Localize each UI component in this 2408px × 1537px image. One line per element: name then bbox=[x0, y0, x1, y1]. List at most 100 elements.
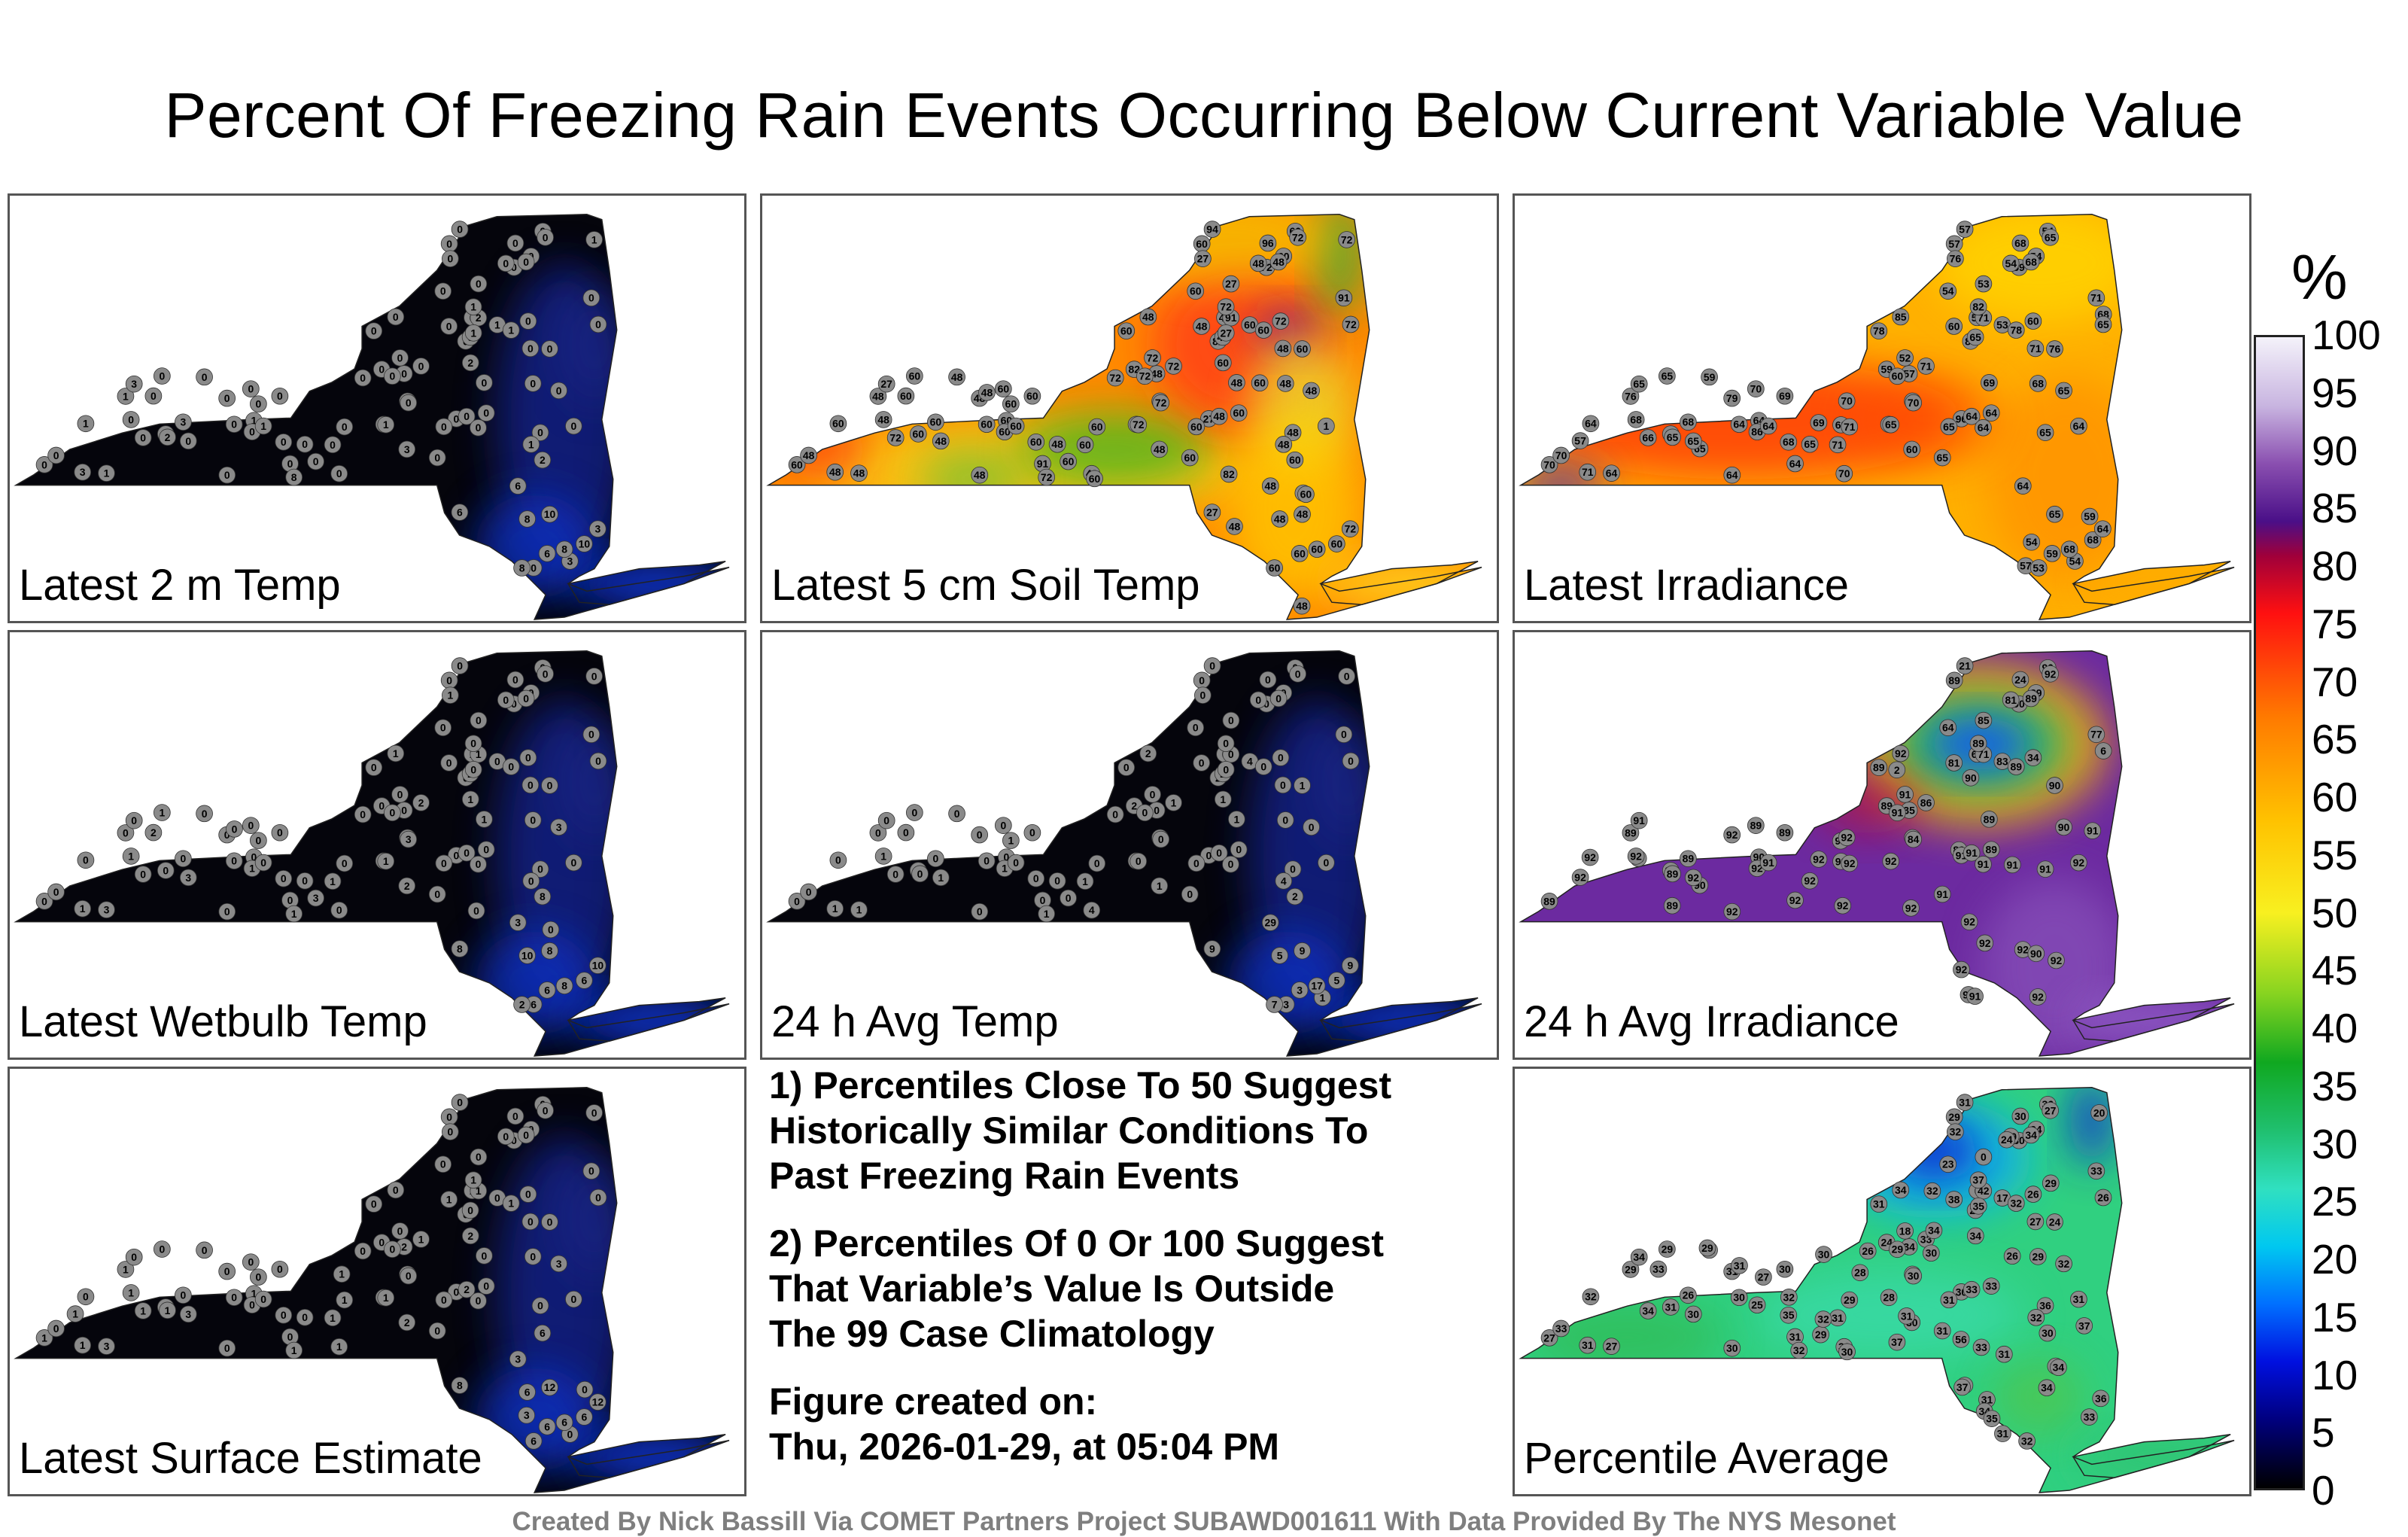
station-marker bbox=[1152, 830, 1170, 848]
station-value: 0 bbox=[1278, 752, 1284, 764]
station-marker bbox=[275, 869, 293, 887]
station-marker bbox=[384, 367, 401, 385]
station-value: 2 bbox=[1145, 747, 1151, 759]
station-value: 0 bbox=[260, 857, 266, 869]
station-value: 64 bbox=[1966, 410, 1978, 422]
station-value: 5 bbox=[1333, 975, 1339, 987]
station-value: 0 bbox=[389, 807, 395, 819]
station-marker bbox=[1294, 340, 1311, 358]
station-value: 0 bbox=[531, 562, 537, 574]
station-marker bbox=[1841, 854, 1859, 872]
station-value: 72 bbox=[889, 431, 901, 443]
station-value: 48 bbox=[853, 467, 865, 479]
station-marker bbox=[1151, 440, 1169, 458]
station-marker bbox=[1269, 253, 1288, 271]
station-value: 2 bbox=[1131, 800, 1137, 812]
station-value: 0 bbox=[511, 1134, 517, 1146]
station-value: 0 bbox=[523, 692, 529, 705]
station-value: 32 bbox=[2058, 1258, 2070, 1270]
station-marker bbox=[513, 559, 531, 577]
station-value: 60 bbox=[1233, 407, 1245, 419]
station-marker bbox=[800, 883, 817, 901]
station-value: 0 bbox=[835, 854, 841, 866]
station-value: 3 bbox=[524, 1409, 530, 1421]
station-marker bbox=[47, 446, 65, 464]
station-value: 0 bbox=[440, 722, 446, 734]
station-marker bbox=[2055, 1255, 2072, 1273]
station-marker bbox=[1838, 829, 1856, 847]
station-value: 10 bbox=[579, 538, 591, 550]
station-value: 36 bbox=[2039, 1300, 2051, 1312]
station-value: 1 bbox=[446, 1193, 452, 1205]
station-value: 3 bbox=[567, 555, 573, 567]
station-value: 8 bbox=[519, 562, 525, 574]
station-value: 1 bbox=[291, 908, 297, 920]
station-marker bbox=[134, 866, 152, 883]
station-marker bbox=[35, 456, 53, 473]
station-value: 59 bbox=[2046, 547, 2058, 559]
station-marker bbox=[451, 657, 469, 674]
station-value: 0 bbox=[503, 1131, 509, 1143]
station-marker bbox=[218, 389, 236, 407]
station-marker bbox=[175, 1286, 192, 1304]
station-value: 0 bbox=[302, 1311, 308, 1323]
station-value: 6 bbox=[457, 507, 463, 519]
station-value: 70 bbox=[1543, 458, 1555, 470]
state-border bbox=[766, 650, 1482, 1057]
station-marker bbox=[2042, 1102, 2059, 1119]
station-value: 60 bbox=[1311, 543, 1323, 555]
station-value: 0 bbox=[483, 407, 489, 419]
station-value: 25 bbox=[1751, 1299, 1763, 1311]
station-value: 0 bbox=[1263, 698, 1269, 710]
station-marker bbox=[1139, 308, 1157, 326]
long-island-border bbox=[567, 560, 726, 605]
station-value: 0 bbox=[512, 1110, 518, 1122]
station-marker bbox=[1294, 777, 1311, 794]
station-value: 92 bbox=[1751, 863, 1763, 875]
station-marker bbox=[1882, 415, 1900, 434]
station-value: 3 bbox=[1297, 984, 1303, 996]
station-value: 1 bbox=[72, 1308, 78, 1320]
station-marker bbox=[476, 1247, 493, 1265]
station-marker bbox=[1230, 841, 1248, 858]
station-marker bbox=[1889, 1240, 1906, 1259]
station-marker bbox=[159, 1301, 176, 1319]
station-value: 0 bbox=[53, 886, 59, 898]
station-value: 69 bbox=[1984, 376, 1996, 388]
station-value: 89 bbox=[1625, 826, 1637, 839]
station-value: 72 bbox=[1292, 231, 1304, 243]
station-value: 48 bbox=[974, 469, 986, 481]
station-marker bbox=[434, 1155, 452, 1173]
station-value: 0 bbox=[984, 855, 990, 867]
station-value: 72 bbox=[1275, 315, 1287, 327]
station-value: 53 bbox=[1978, 278, 1990, 290]
station-marker bbox=[330, 464, 348, 482]
station-value: 0 bbox=[1324, 857, 1330, 869]
station-value: 65 bbox=[2039, 427, 2051, 439]
station-marker bbox=[1552, 446, 1570, 464]
station-marker bbox=[1106, 805, 1124, 823]
station-value: 10 bbox=[592, 960, 604, 972]
station-marker bbox=[1203, 221, 1221, 238]
station-marker bbox=[1892, 308, 1910, 326]
station-value: 0 bbox=[476, 278, 482, 290]
station-value: 0 bbox=[494, 1192, 500, 1204]
station-value: 30 bbox=[1733, 1292, 1745, 1304]
station-value: 1 bbox=[1008, 835, 1014, 847]
station-marker bbox=[47, 1319, 65, 1338]
station-value: 48 bbox=[1151, 367, 1163, 379]
station-marker bbox=[1649, 1260, 1668, 1278]
station-marker bbox=[502, 321, 520, 339]
station-value: 91 bbox=[1899, 788, 1911, 800]
station-value: 2 bbox=[165, 431, 171, 443]
station-value: 3 bbox=[313, 892, 319, 904]
station-marker bbox=[1956, 657, 1974, 674]
colorbar bbox=[2254, 335, 2305, 1490]
station-value: 0 bbox=[249, 426, 255, 438]
station-value: 7 bbox=[1272, 998, 1278, 1010]
station-value: 0 bbox=[476, 1151, 482, 1163]
field-shading bbox=[2069, 1087, 2115, 1166]
station-value: 10 bbox=[544, 508, 556, 520]
station-marker bbox=[377, 415, 395, 434]
station-value: 0 bbox=[446, 674, 452, 686]
